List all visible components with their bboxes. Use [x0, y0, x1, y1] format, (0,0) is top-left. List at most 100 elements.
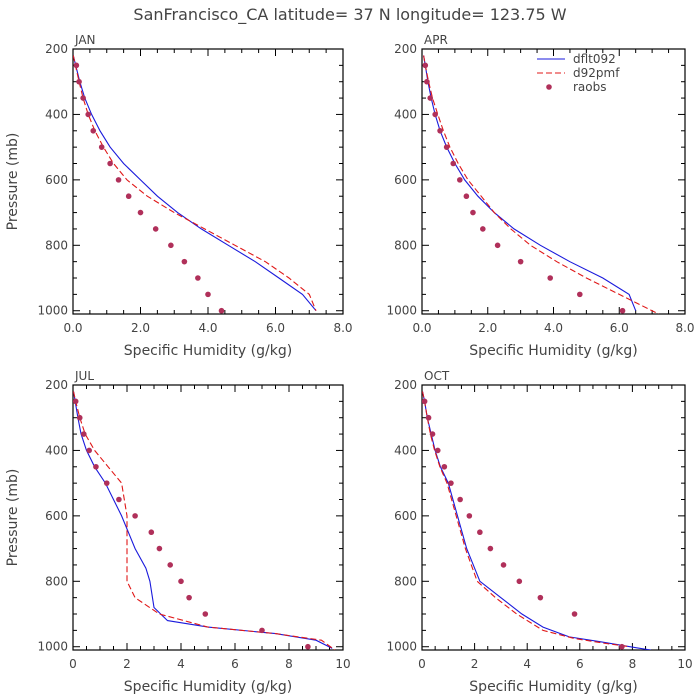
dflt092-line: [423, 55, 637, 311]
dflt092-line: [73, 55, 317, 312]
raobs-point: [305, 643, 311, 650]
y-tick-label: 600: [394, 173, 417, 187]
x-tick-label: 6.0: [610, 321, 629, 335]
x-tick-label: 6.0: [266, 321, 285, 335]
x-tick-label: 6: [231, 657, 239, 671]
dflt092-line: [422, 391, 651, 650]
y-tick-label: 1000: [37, 640, 68, 654]
chart-panel-jan: JAN 0.0 2.0 4.0 6.0 8.0 200 400 600 800 1000 Specif…: [5, 33, 353, 359]
raobs-point: [115, 177, 122, 183]
plot-frame: [421, 384, 686, 651]
raobs-point: [93, 463, 99, 470]
raobs-point: [470, 209, 476, 216]
raobs-point: [500, 562, 507, 568]
legend-label: dflt092: [573, 52, 616, 66]
y-tick-label: 1000: [37, 304, 68, 318]
raobs-point: [259, 627, 265, 634]
y-tick-label: 800: [394, 238, 417, 252]
plot-frame: [72, 384, 344, 651]
raobs-point: [494, 242, 501, 249]
raobs-point: [80, 95, 86, 101]
y-tick-label: 200: [394, 378, 417, 392]
y-tick-label: 200: [45, 378, 68, 392]
dflt092-line: [73, 391, 333, 649]
y-tick-label: 200: [45, 42, 68, 56]
raobs-point: [422, 398, 428, 405]
raobs-point: [116, 496, 122, 503]
x-tick-label: 2: [123, 657, 131, 671]
y-tick-label: 400: [45, 443, 68, 457]
raobs-point: [425, 414, 432, 421]
x-tick-label: 2: [471, 657, 479, 671]
raobs-point: [448, 480, 454, 486]
raobs-point: [85, 111, 91, 118]
y-axis-title: Pressure (mb): [5, 133, 21, 231]
raobs-point: [86, 447, 92, 454]
figure-title: SanFrancisco_CA latitude= 37 N longitude…: [133, 5, 566, 25]
panel-label: JUL: [74, 369, 94, 383]
y-tick-label: 400: [45, 107, 68, 121]
x-axis-title: Specific Humidity (g/kg): [124, 343, 292, 359]
chart-panel-oct: OCT 0 2 4 6 8 10 200 400 600 800 1000 Specific Humid…: [386, 369, 692, 695]
x-tick-label: 0: [69, 657, 77, 671]
plot-frame: [72, 48, 344, 315]
raobs-point: [132, 513, 138, 519]
raobs-point: [487, 545, 494, 552]
raobs-point: [167, 562, 173, 568]
raobs-point: [152, 226, 159, 232]
raobs-point: [148, 529, 155, 536]
raobs-point: [537, 594, 544, 601]
raobs-point: [477, 529, 483, 536]
x-axis-title: Specific Humidity (g/kg): [469, 679, 637, 695]
x-tick-label: 10: [677, 657, 692, 671]
x-tick-label: 8.0: [333, 321, 352, 335]
raobs-point: [619, 643, 625, 650]
raobs-point: [186, 594, 192, 601]
raobs-point: [168, 242, 174, 249]
y-tick-label: 400: [394, 107, 417, 121]
panel-label: JAN: [74, 33, 96, 47]
panel-label: APR: [424, 33, 448, 47]
y-tick-label: 800: [45, 574, 68, 588]
raobs-point: [90, 127, 97, 134]
raobs-point: [76, 78, 82, 85]
y-tick-label: 800: [394, 574, 417, 588]
x-tick-label: 10: [335, 657, 350, 671]
x-tick-label: 2.0: [131, 321, 150, 335]
x-axis-title: Specific Humidity (g/kg): [469, 343, 637, 359]
x-tick-label: 4.0: [544, 321, 563, 335]
raobs-point: [463, 193, 470, 200]
y-tick-label: 1000: [386, 640, 417, 654]
raobs-point: [457, 177, 463, 183]
raobs-point: [480, 226, 486, 232]
raobs-point: [98, 144, 105, 150]
x-tick-label: 8: [285, 657, 293, 671]
raobs-point: [429, 431, 436, 437]
raobs-point: [205, 291, 211, 298]
raobs-point: [577, 291, 583, 298]
legend-label: d92pmf: [573, 66, 620, 80]
raobs-point: [81, 431, 87, 437]
raobs-point: [107, 160, 113, 167]
raobs-point: [571, 611, 578, 617]
raobs-point: [156, 545, 163, 552]
raobs-point: [547, 275, 554, 281]
legend-swatch-dot: [546, 84, 552, 90]
x-tick-label: 4: [177, 657, 185, 671]
d92pmf-line: [422, 391, 630, 648]
y-tick-label: 400: [394, 443, 417, 457]
raobs-point: [443, 144, 450, 150]
raobs-point: [450, 160, 457, 167]
d92pmf-line: [73, 391, 336, 650]
x-tick-label: 6: [576, 657, 584, 671]
raobs-point: [517, 258, 524, 265]
y-tick-label: 200: [394, 42, 417, 56]
panel-label: OCT: [424, 369, 450, 383]
raobs-point: [137, 209, 144, 216]
y-tick-label: 1000: [386, 304, 417, 318]
raobs-point: [73, 62, 80, 69]
raobs-point: [434, 447, 441, 454]
raobs-point: [422, 62, 429, 69]
raobs-point: [457, 496, 463, 503]
x-tick-label: 0.0: [412, 321, 431, 335]
